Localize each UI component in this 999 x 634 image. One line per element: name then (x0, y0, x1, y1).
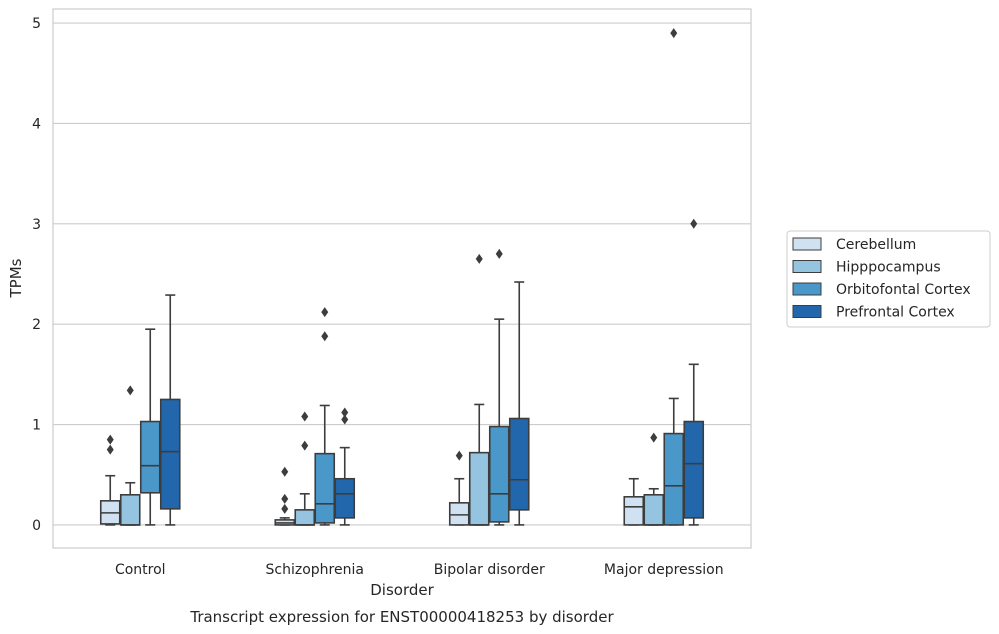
box (139, 420, 161, 494)
box-group (99, 434, 121, 526)
outlier-point (321, 331, 329, 342)
outlier-point (126, 385, 134, 396)
box (334, 477, 356, 519)
x-tick-label: Bipolar disorder (434, 562, 545, 578)
box-group (139, 328, 161, 526)
box-group (448, 450, 470, 526)
y-axis-label: TPMs (7, 258, 25, 298)
chart-caption: Transcript expression for ENST0000041825… (189, 608, 614, 626)
legend-label: Orbitofontal Cortex (836, 282, 971, 298)
legend-label: Hipppocampus (836, 260, 941, 276)
legend-swatch (792, 305, 822, 318)
outlier-point (495, 248, 503, 259)
x-tick-label: Schizophrenia (266, 562, 364, 578)
legend-swatch (792, 237, 822, 251)
y-tick-label: 4 (32, 116, 41, 132)
box-group (683, 218, 705, 526)
box (683, 420, 705, 519)
x-tick-label: Control (115, 562, 166, 578)
box-group (274, 466, 296, 526)
legend: Cerebellum Hipppocampus Orbitofontal Corte… (786, 230, 991, 328)
outlier-point (106, 434, 114, 445)
box-group (294, 411, 316, 526)
box-plots (99, 28, 705, 526)
legend-swatch (792, 260, 822, 273)
y-tick-label: 3 (32, 217, 41, 233)
y-tick-label: 0 (32, 518, 41, 534)
x-axis-ticks: Control Schizophrenia Bipolar disorder Majo… (115, 562, 724, 578)
legend-label: Cerebellum (836, 237, 916, 253)
legend-frame (786, 230, 991, 328)
box (488, 425, 510, 523)
outlier-point (690, 218, 698, 229)
box-group (334, 407, 356, 526)
plot-frame (52, 8, 752, 549)
box-group (159, 294, 181, 526)
y-tick-label: 2 (32, 317, 41, 333)
legend-label: Prefrontal Cortex (836, 305, 955, 321)
box-group (623, 477, 645, 526)
outlier-point (281, 493, 289, 504)
box (159, 398, 181, 510)
box (663, 432, 685, 526)
outlier-point (281, 466, 289, 477)
box (468, 451, 490, 526)
box (623, 496, 645, 526)
outlier-point (341, 414, 349, 425)
box-group (663, 28, 685, 526)
outlier-point (670, 28, 678, 39)
outlier-point (301, 440, 309, 451)
y-axis-ticks: 0 1 2 3 4 5 (32, 16, 41, 534)
box-group (119, 385, 141, 526)
y-tick-label: 5 (32, 16, 41, 32)
box (448, 502, 470, 526)
box-group (468, 253, 490, 526)
outlier-point (106, 444, 114, 455)
box (314, 452, 336, 524)
box-group (488, 248, 510, 526)
box-group (314, 307, 336, 526)
x-tick-label: Major depression (604, 562, 724, 578)
outlier-point (301, 411, 309, 422)
outlier-point (321, 307, 329, 318)
box-group (508, 281, 530, 526)
box (643, 494, 665, 526)
box-group (643, 432, 665, 526)
outlier-point (650, 432, 658, 443)
box (294, 509, 316, 526)
x-axis-label: Disorder (370, 581, 434, 599)
outlier-point (455, 450, 463, 461)
outlier-point (341, 407, 349, 418)
box (119, 494, 141, 526)
legend-swatch (792, 282, 822, 296)
outlier-point (281, 503, 289, 514)
y-tick-label: 1 (32, 418, 41, 434)
box (508, 417, 530, 511)
outlier-point (475, 253, 483, 264)
